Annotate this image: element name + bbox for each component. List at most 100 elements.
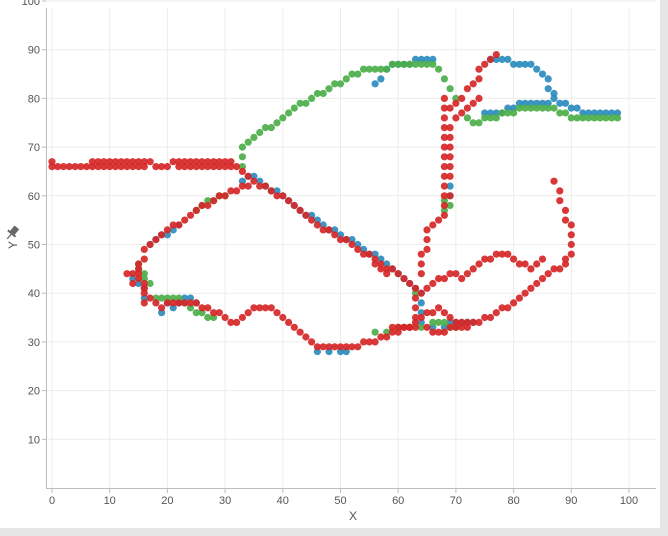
data-point-green[interactable]: [261, 124, 270, 132]
data-point-red[interactable]: [238, 167, 246, 175]
data-point-red[interactable]: [394, 323, 402, 331]
data-point-green[interactable]: [296, 99, 304, 107]
data-point-red[interactable]: [198, 158, 206, 166]
data-point-red[interactable]: [169, 299, 177, 307]
data-point-red[interactable]: [135, 275, 143, 283]
data-point-green[interactable]: [371, 328, 379, 336]
data-point-red[interactable]: [77, 163, 85, 171]
data-point-green[interactable]: [486, 114, 495, 122]
data-point-red[interactable]: [567, 250, 575, 258]
data-point-red[interactable]: [435, 304, 443, 312]
data-point-red[interactable]: [423, 236, 431, 244]
data-point-red[interactable]: [567, 231, 575, 239]
data-point-red[interactable]: [342, 236, 350, 244]
data-point-blue[interactable]: [371, 80, 379, 88]
data-point-red[interactable]: [417, 250, 425, 258]
data-point-red[interactable]: [360, 338, 368, 346]
data-point-red[interactable]: [279, 313, 287, 322]
data-point-red[interactable]: [452, 99, 460, 107]
data-point-blue[interactable]: [504, 55, 512, 64]
data-point-red[interactable]: [429, 309, 437, 317]
data-point-red[interactable]: [100, 158, 108, 166]
data-point-green[interactable]: [319, 89, 327, 98]
data-point-red[interactable]: [446, 270, 454, 278]
data-point-blue[interactable]: [538, 70, 547, 78]
data-point-red[interactable]: [411, 294, 420, 302]
pin-icon[interactable]: [3, 224, 20, 242]
data-point-green[interactable]: [527, 104, 535, 112]
data-point-red[interactable]: [302, 211, 310, 219]
data-point-red[interactable]: [152, 163, 160, 171]
data-point-red[interactable]: [227, 318, 235, 326]
data-point-red[interactable]: [561, 206, 570, 214]
data-point-green[interactable]: [446, 201, 454, 210]
data-point-green[interactable]: [440, 318, 448, 326]
data-point-green[interactable]: [440, 75, 448, 83]
data-point-red[interactable]: [215, 158, 223, 166]
data-point-green[interactable]: [579, 114, 587, 122]
data-point-green[interactable]: [429, 318, 437, 326]
data-point-red[interactable]: [302, 333, 310, 341]
data-point-red[interactable]: [533, 260, 541, 268]
data-point-red[interactable]: [423, 284, 431, 292]
data-point-red[interactable]: [429, 279, 437, 288]
data-point-red[interactable]: [440, 192, 448, 200]
data-point-green[interactable]: [567, 114, 575, 122]
data-point-red[interactable]: [567, 221, 575, 229]
data-point-red[interactable]: [469, 318, 477, 326]
data-point-green[interactable]: [158, 294, 166, 302]
data-point-red[interactable]: [71, 163, 79, 171]
data-point-red[interactable]: [538, 255, 547, 263]
data-point-red[interactable]: [135, 158, 143, 166]
data-point-red[interactable]: [354, 245, 362, 253]
data-point-green[interactable]: [279, 114, 287, 122]
data-point-green[interactable]: [504, 109, 512, 117]
data-point-red[interactable]: [94, 158, 102, 166]
data-point-red[interactable]: [192, 206, 200, 214]
data-point-blue[interactable]: [527, 60, 535, 68]
data-point-red[interactable]: [65, 163, 73, 171]
data-point-green[interactable]: [244, 138, 252, 146]
data-point-red[interactable]: [458, 275, 466, 283]
data-point-green[interactable]: [498, 109, 506, 117]
data-point-red[interactable]: [233, 318, 241, 326]
data-point-blue[interactable]: [556, 99, 564, 107]
data-point-red[interactable]: [296, 328, 304, 336]
data-point-red[interactable]: [123, 158, 131, 166]
data-point-red[interactable]: [117, 158, 125, 166]
data-point-red[interactable]: [406, 279, 414, 288]
data-point-red[interactable]: [440, 211, 448, 219]
data-point-green[interactable]: [533, 104, 541, 112]
data-point-red[interactable]: [365, 338, 373, 346]
data-point-green[interactable]: [608, 114, 616, 122]
data-point-green[interactable]: [348, 70, 356, 78]
data-point-red[interactable]: [509, 299, 518, 307]
data-point-green[interactable]: [585, 114, 593, 122]
data-point-red[interactable]: [210, 309, 218, 317]
data-point-red[interactable]: [509, 255, 518, 263]
data-point-red[interactable]: [521, 289, 529, 297]
data-point-green[interactable]: [325, 85, 333, 93]
data-point-red[interactable]: [498, 304, 506, 312]
data-point-red[interactable]: [458, 323, 466, 331]
data-point-green[interactable]: [544, 104, 552, 112]
data-point-red[interactable]: [411, 284, 420, 292]
data-point-red[interactable]: [377, 333, 385, 341]
data-point-red[interactable]: [417, 289, 425, 297]
data-point-red[interactable]: [331, 343, 339, 351]
data-point-red[interactable]: [417, 313, 425, 322]
data-point-red[interactable]: [475, 75, 483, 83]
data-point-red[interactable]: [411, 304, 420, 312]
data-point-red[interactable]: [325, 343, 333, 351]
data-point-red[interactable]: [440, 201, 448, 210]
data-point-green[interactable]: [590, 114, 599, 122]
data-point-green[interactable]: [417, 323, 425, 331]
data-point-red[interactable]: [440, 94, 448, 102]
data-point-red[interactable]: [492, 51, 500, 59]
data-point-red[interactable]: [250, 177, 258, 185]
data-point-red[interactable]: [423, 226, 431, 234]
data-point-red[interactable]: [515, 260, 524, 268]
data-point-green[interactable]: [556, 109, 564, 117]
data-point-red[interactable]: [169, 158, 177, 166]
data-point-red[interactable]: [481, 313, 489, 322]
